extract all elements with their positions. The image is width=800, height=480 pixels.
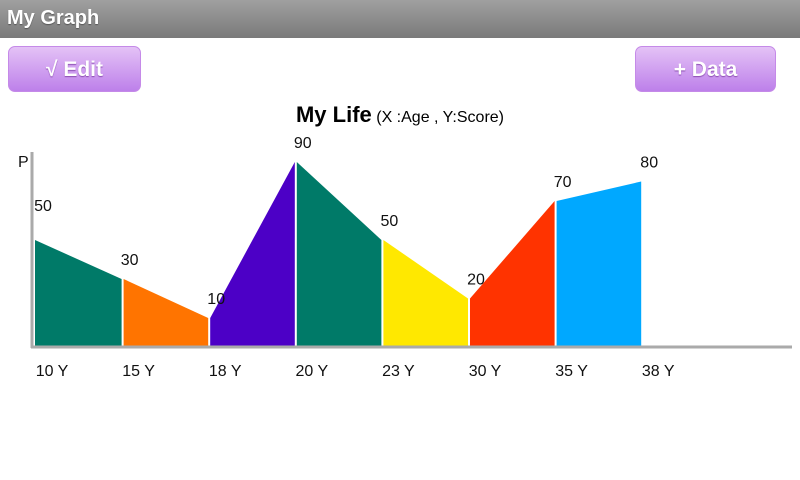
x-tick-label: 10 Y (36, 363, 69, 380)
edit-button[interactable]: √ Edit (8, 46, 141, 92)
data-label: 80 (640, 155, 658, 172)
chart-title: My Life (295, 102, 372, 127)
area-segment (123, 279, 209, 346)
add-data-button[interactable]: + Data (635, 46, 776, 92)
area-segment (210, 162, 295, 346)
x-tick-label: 20 Y (295, 363, 328, 380)
x-tick-label: 15 Y (122, 363, 155, 380)
area-segment (470, 201, 555, 346)
x-tick-label: 38 Y (642, 363, 675, 380)
data-label: 50 (34, 198, 52, 215)
x-tick-label: 30 Y (469, 363, 502, 380)
area-segment (556, 181, 642, 346)
chart-title-row: My Life (X :Age , Y:Score) (0, 102, 800, 128)
area-segment (35, 240, 122, 346)
title-bar: My Graph (0, 0, 800, 38)
x-tick-label: 35 Y (555, 363, 588, 380)
data-label: 10 (207, 291, 225, 308)
data-label: 50 (381, 213, 399, 230)
app-title: My Graph (7, 7, 100, 29)
y-axis-label: P (18, 154, 29, 171)
data-label: 20 (467, 272, 485, 289)
area-segment (383, 240, 468, 346)
data-label: 90 (294, 135, 312, 152)
x-tick-label: 18 Y (209, 363, 242, 380)
area-segment (296, 162, 382, 346)
chart-subtitle: (X :Age , Y:Score) (376, 109, 504, 126)
x-tick-label: 23 Y (382, 363, 415, 380)
data-label: 30 (121, 252, 139, 269)
data-label: 70 (554, 174, 572, 191)
